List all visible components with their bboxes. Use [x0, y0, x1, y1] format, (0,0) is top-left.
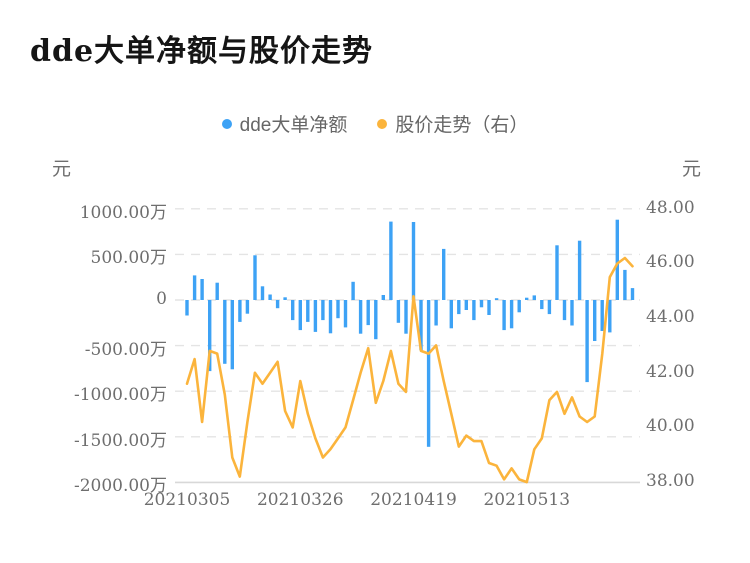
net-amount-bar — [313, 300, 318, 332]
net-amount-bar — [442, 248, 446, 300]
net-amount-bar — [623, 269, 627, 300]
net-amount-bar — [351, 281, 355, 300]
net-amount-bar — [411, 222, 416, 300]
left-axis-tick-label: 0 — [156, 289, 167, 309]
net-amount-bar — [472, 300, 476, 321]
net-amount-bar — [291, 300, 295, 321]
net-amount-bar — [328, 300, 333, 334]
net-amount-bar — [494, 298, 499, 300]
legend-item-price[interactable]: 股价走势（右） — [377, 110, 528, 137]
left-axis-tick-label: -2000.00万 — [73, 476, 167, 497]
net-amount-bar — [336, 300, 340, 319]
net-amount-bar — [389, 221, 393, 300]
legend-dot-icon-blue — [221, 118, 232, 129]
net-amount-bar — [555, 245, 559, 300]
right-axis-unit: 元 — [682, 158, 702, 180]
left-axis-tick-label: -500.00万 — [84, 339, 167, 360]
net-amount-bar — [434, 300, 438, 326]
left-axis-tick-label: 500.00万 — [90, 248, 167, 269]
left-axis-tick-label: -1000.00万 — [73, 385, 167, 406]
net-amount-bar — [577, 240, 582, 300]
net-amount-bar — [540, 300, 544, 310]
right-axis-tick-label: 48.00 — [646, 197, 695, 218]
net-amount-bar — [562, 300, 567, 321]
x-axis-tick-label: 20210419 — [370, 490, 457, 510]
right-axis-tick-label: 40.00 — [646, 416, 695, 437]
net-amount-bar — [630, 288, 635, 300]
net-amount-bar — [464, 300, 468, 310]
net-amount-bar — [192, 275, 197, 300]
net-amount-bar — [306, 300, 310, 322]
net-amount-bar — [200, 279, 204, 300]
net-amount-bar — [396, 300, 401, 323]
legend-label-net-amount: dde大单净额 — [239, 115, 348, 136]
x-axis-tick-label: 20210513 — [483, 490, 571, 510]
net-amount-bar — [525, 297, 529, 300]
net-amount-bar — [479, 300, 484, 308]
right-axis-tick-label: 42.00 — [646, 361, 695, 382]
net-amount-bar — [366, 300, 370, 326]
right-axis-tick-label: 38.00 — [646, 471, 695, 492]
net-amount-bar — [223, 300, 227, 364]
net-amount-bar — [608, 300, 612, 333]
net-amount-bar — [358, 300, 363, 334]
net-amount-bar — [404, 300, 408, 334]
net-amount-bar — [509, 300, 514, 329]
net-amount-bar — [283, 297, 287, 300]
net-amount-bar — [600, 300, 604, 331]
net-amount-bar — [298, 300, 302, 331]
x-axis-tick-label: 20210305 — [143, 490, 231, 510]
legend-label-price: 股价走势（右） — [395, 115, 529, 136]
net-amount-bar — [230, 300, 234, 370]
net-amount-bar — [275, 300, 280, 309]
net-amount-bar — [502, 300, 506, 331]
right-axis-tick-label: 44.00 — [646, 307, 695, 328]
net-amount-bar — [570, 300, 574, 326]
net-amount-bar — [238, 300, 242, 322]
legend-dot-icon-yellow — [377, 118, 388, 129]
net-amount-bar — [185, 300, 189, 316]
net-amount-bar — [487, 300, 491, 315]
left-axis-tick-label: -1500.00万 — [73, 430, 167, 451]
x-axis-tick-label: 20210326 — [256, 490, 344, 510]
net-amount-bar — [449, 300, 453, 329]
net-amount-bar — [532, 295, 536, 300]
net-amount-bar — [321, 300, 325, 321]
net-amount-bar — [426, 300, 431, 447]
legend-item-net-amount[interactable]: dde大单净额 — [221, 110, 348, 137]
net-amount-bar — [585, 300, 589, 383]
net-amount-bar — [615, 219, 619, 300]
net-amount-bar — [268, 294, 272, 300]
net-amount-bar — [245, 300, 250, 314]
net-amount-bar — [419, 300, 423, 351]
net-amount-bar — [593, 300, 597, 341]
left-axis-unit: 元 — [52, 158, 72, 180]
net-amount-bar — [457, 300, 461, 315]
price-line — [185, 256, 634, 484]
net-amount-bar — [260, 286, 265, 300]
net-amount-bar — [374, 300, 378, 340]
legend: dde大单净额 股价走势（右） — [0, 110, 750, 137]
left-axis-tick-label: 1000.00万 — [79, 202, 167, 223]
net-amount-bar — [343, 300, 348, 328]
right-axis-tick-label: 46.00 — [646, 252, 695, 273]
net-amount-bar — [517, 300, 521, 313]
page-title: dde大单净额与股价走势 — [30, 34, 374, 69]
net-amount-bar — [253, 255, 257, 300]
net-amount-bar — [381, 295, 385, 300]
net-amount-bar — [547, 300, 552, 315]
net-amount-bar — [208, 300, 212, 372]
net-amount-bar — [215, 282, 219, 300]
